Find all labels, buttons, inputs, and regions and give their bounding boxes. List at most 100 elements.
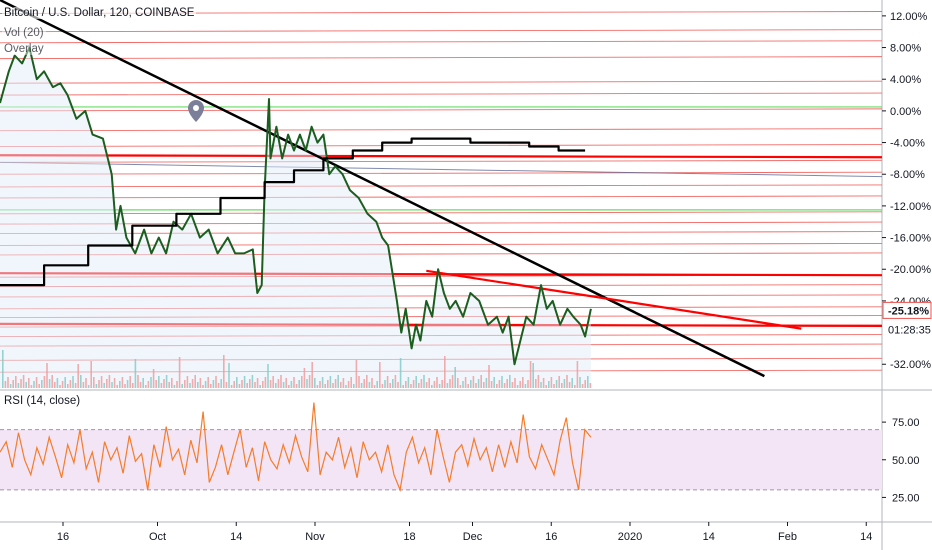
location-pin-icon (188, 100, 204, 122)
volume-bar (9, 384, 12, 388)
rsi-title: RSI (14, close) (2, 395, 83, 407)
volume-bar (82, 382, 85, 388)
volume-bar (529, 361, 532, 388)
volume-bar (412, 380, 415, 388)
volume-bar (225, 382, 228, 388)
time-axis-label: Oct (149, 531, 166, 543)
volume-bar (360, 383, 363, 388)
volume-bars (2, 350, 592, 388)
black-trendline (0, 0, 765, 378)
volume-bar (402, 385, 404, 388)
rsi-series-line (0, 402, 592, 493)
volume-bar (509, 375, 511, 388)
volume-bar (470, 380, 472, 388)
volume-bar (87, 385, 90, 388)
volume-bar (262, 381, 264, 388)
volume-bar (30, 385, 33, 388)
time-axis-label: 14 (230, 531, 242, 543)
volume-bar (121, 377, 124, 388)
volume-bar (116, 385, 118, 388)
volume-bar (522, 377, 524, 388)
overlay-series-line (0, 137, 586, 287)
volume-bar (163, 379, 165, 388)
volume-bar (145, 385, 147, 388)
volume-bar (160, 383, 163, 388)
volume-bar (236, 377, 238, 388)
volume-bar (178, 357, 181, 388)
volume-bar (451, 375, 454, 388)
time-axis-label: Dec (463, 531, 483, 543)
volume-bar (511, 382, 514, 388)
volume-bar (358, 376, 360, 388)
volume-bar (332, 383, 334, 388)
volume-bar (542, 378, 545, 388)
volume-indicator-label: Vol (20) (2, 27, 46, 39)
volume-bar (327, 380, 329, 388)
volume-bar (246, 383, 248, 388)
volume-bar (293, 377, 295, 388)
rsi-axis-label: 50.00 (892, 455, 920, 467)
volume-bar (124, 384, 126, 388)
price-axis-label: -20.00% (890, 264, 931, 276)
volume-bar (394, 375, 397, 388)
volume-bar (589, 383, 592, 388)
volume-bar (308, 375, 311, 388)
volume-bar (288, 385, 290, 388)
horizontal-level-line (0, 92, 883, 96)
price-axis-label: 12.00% (890, 11, 928, 23)
volume-bar (579, 377, 581, 388)
volume-bar (33, 381, 35, 388)
volume-bar (337, 375, 339, 388)
price-area-fill (0, 47, 591, 388)
volume-bar (212, 380, 215, 388)
volume-bar (202, 385, 204, 388)
volume-bar (155, 380, 157, 388)
volume-bar (423, 375, 425, 388)
price-axis-label: 4.00% (890, 74, 921, 86)
horizontal-level-line (0, 184, 883, 188)
time-axis-label: 14 (703, 531, 715, 543)
volume-bar (563, 379, 566, 388)
price-axis-label: -32.00% (890, 359, 931, 371)
volume-bar (553, 384, 555, 388)
volume-bar (147, 381, 150, 388)
volume-bar (204, 381, 207, 388)
volume-bar (467, 384, 469, 388)
horizontal-level-line (0, 80, 883, 84)
volume-bar (61, 381, 64, 388)
volume-bar (54, 382, 56, 388)
volume-bar (98, 380, 100, 388)
volume-bar (56, 378, 59, 388)
volume-bar (150, 377, 152, 388)
volume-bar (191, 379, 194, 388)
volume-bar (20, 379, 22, 388)
volume-bar (433, 381, 436, 388)
volume-bar (108, 375, 111, 388)
volume-bar (506, 379, 508, 388)
volume-bar (142, 378, 144, 388)
horizontal-level-line (0, 211, 883, 215)
volume-bar (540, 382, 542, 388)
volume-bar (457, 378, 459, 388)
volume-bar (444, 356, 446, 388)
volume-bar (139, 382, 142, 388)
volume-bar (389, 383, 391, 388)
volume-bar (228, 363, 230, 388)
volume-bar (189, 383, 191, 388)
volume-bar (342, 378, 345, 388)
volume-bar (85, 378, 87, 388)
price-axis-label: -4.00% (890, 138, 925, 150)
volume-bar (379, 362, 381, 388)
volume-bar (449, 379, 451, 388)
volume-bar (158, 376, 160, 388)
volume-bar (129, 376, 131, 388)
volume-bar (501, 376, 503, 388)
volume-bar (113, 378, 116, 388)
reference-line (0, 161, 883, 178)
time-axis-label: Nov (305, 531, 325, 543)
price-axis-label: -16.00% (890, 233, 931, 245)
volume-bar (199, 378, 202, 388)
volume-bar (446, 383, 449, 388)
volume-bar (397, 382, 399, 388)
horizontal-level-line (0, 29, 883, 33)
